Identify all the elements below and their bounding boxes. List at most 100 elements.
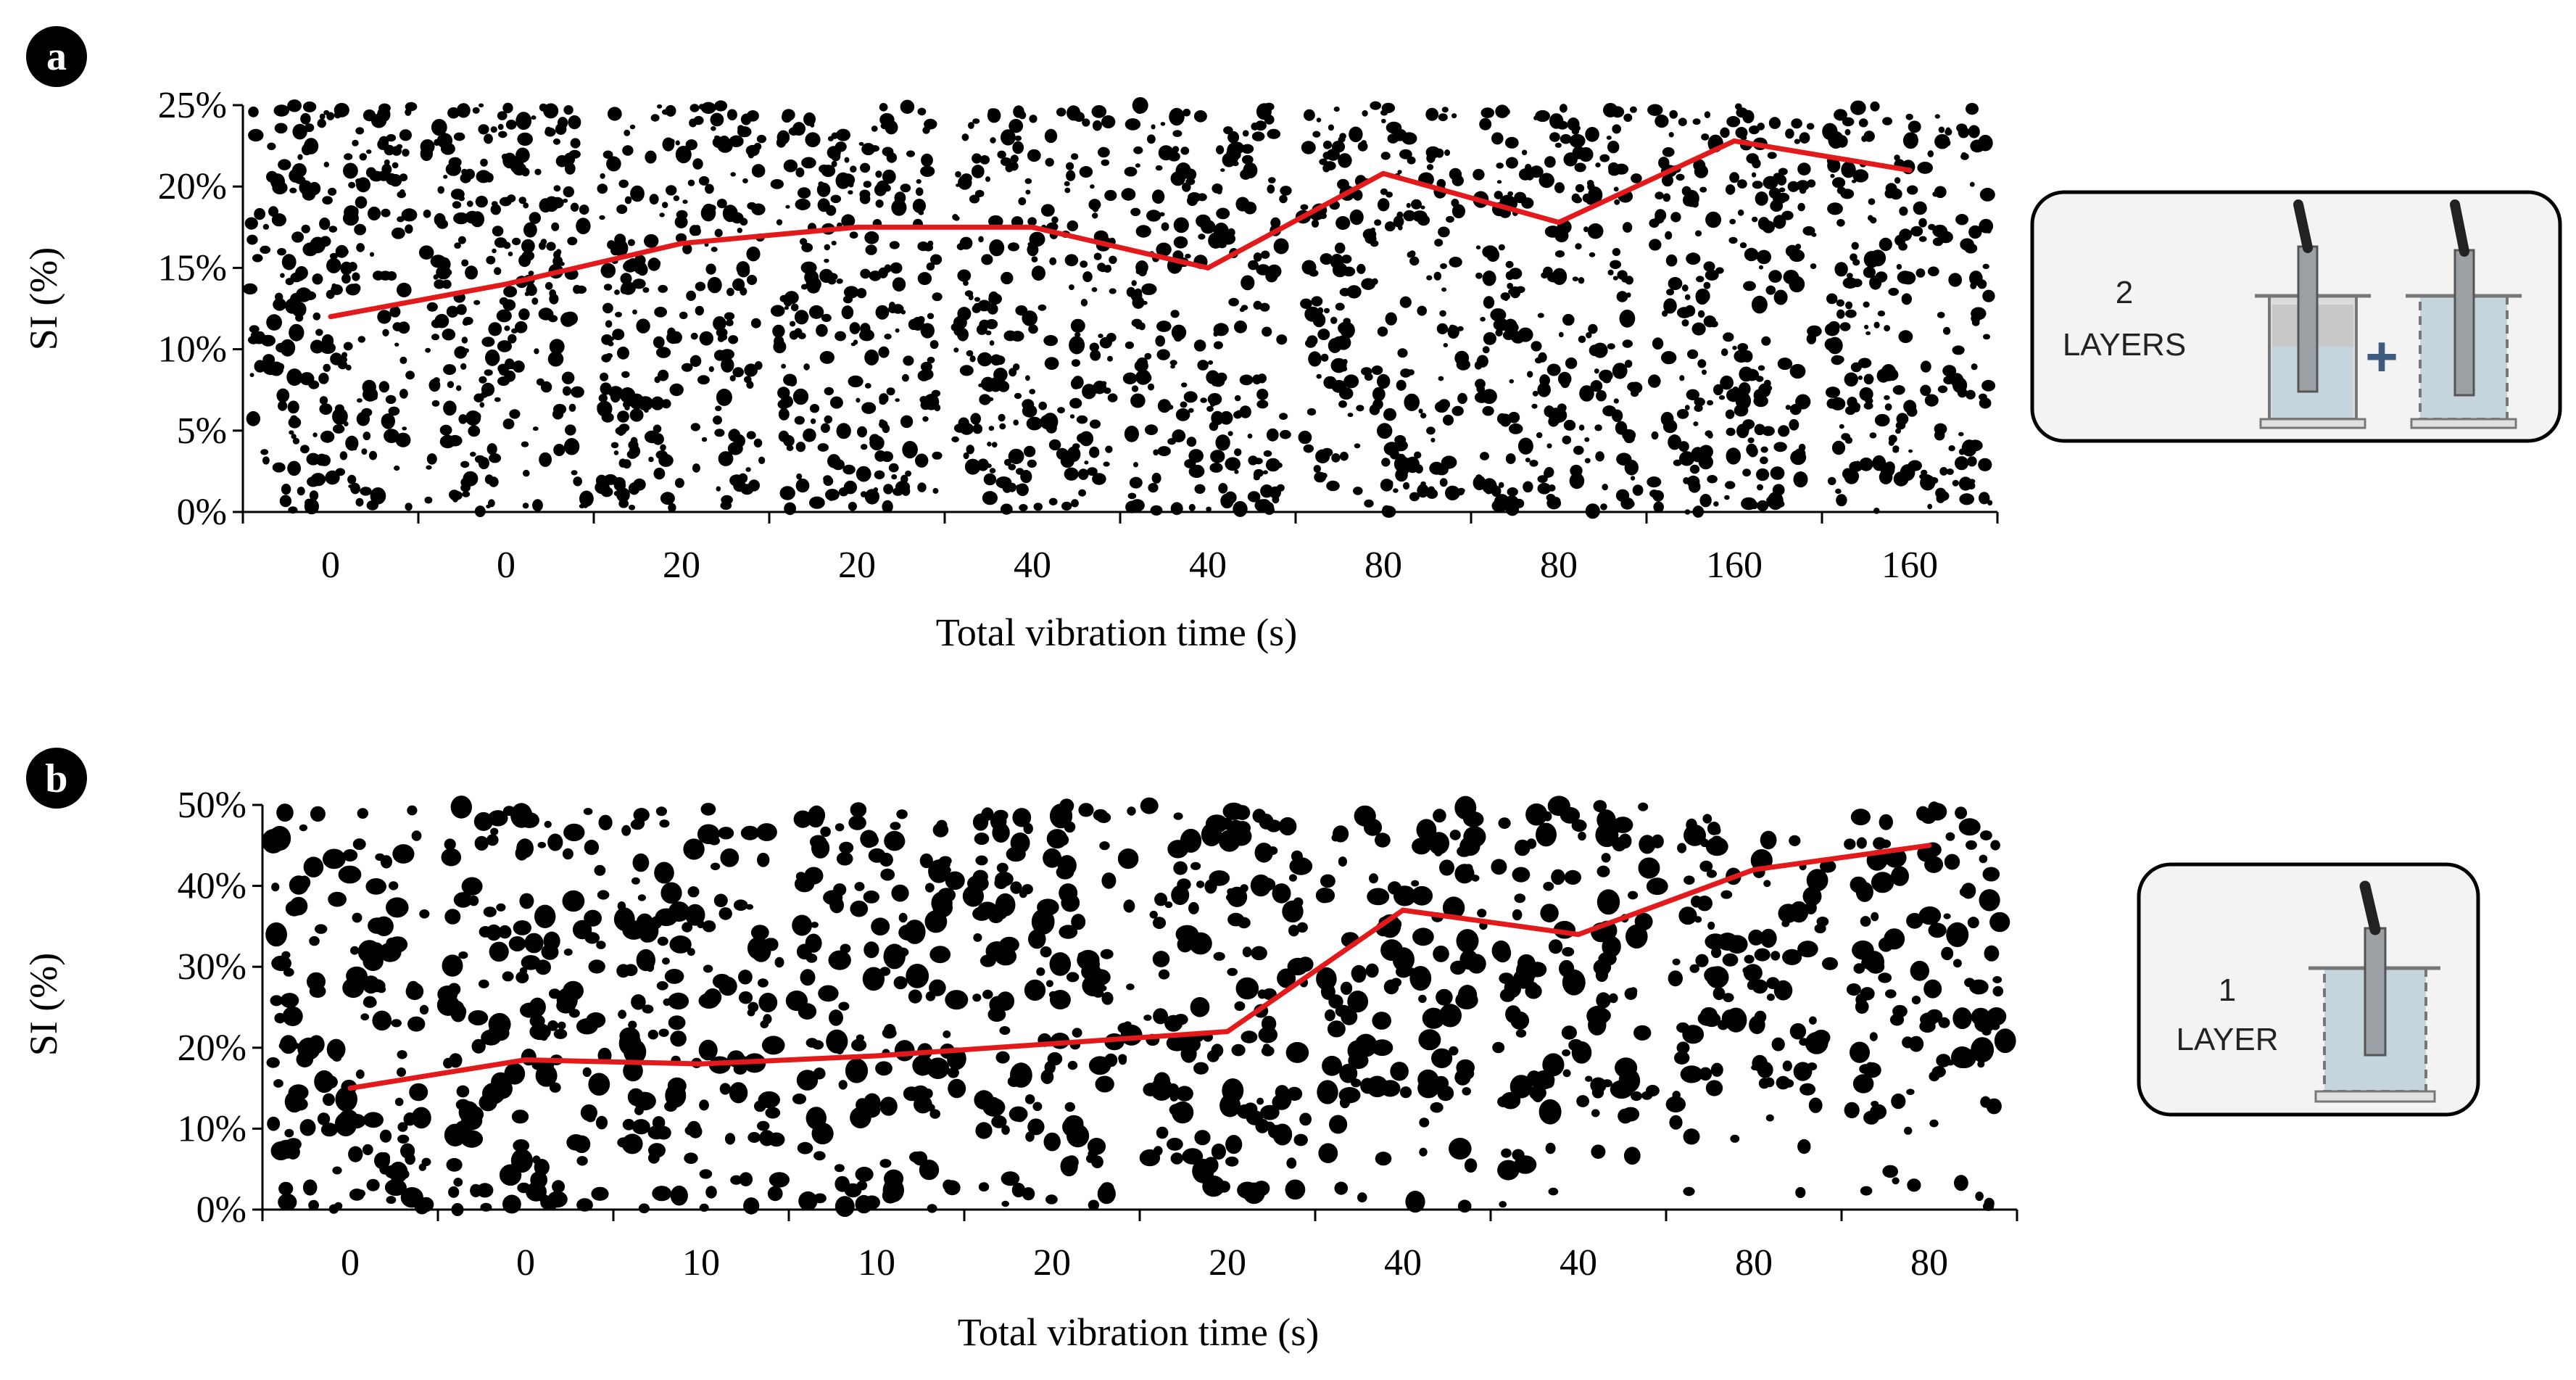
vibrator-container-icon [2406, 199, 2522, 429]
si-data-point [1926, 843, 1932, 848]
x-tick-label: 160 [1706, 545, 1763, 586]
specimen-image [1844, 801, 2016, 1211]
panel-b-y-tick-labels: 0% 10% 20% 30% 40% 50% [178, 785, 247, 1231]
specimen-image [1295, 101, 1471, 518]
si-line [330, 138, 1910, 320]
x-tick-label: 40 [1014, 545, 1051, 586]
si-data-point [679, 241, 684, 247]
x-tick-label: 10 [858, 1242, 895, 1284]
y-tick-label: 15% [158, 247, 227, 289]
panel-b-si-series [347, 843, 1932, 1091]
specimen-image [262, 803, 434, 1215]
y-tick-label: 20% [178, 1028, 247, 1069]
panel-b-badge [26, 748, 87, 809]
x-tick-label: 80 [1735, 1242, 1773, 1284]
specimen-image [436, 796, 613, 1216]
panel-a: a 0%5%10%15%20%25% 0 0 20 20 40 40 80 80 160 160 … [22, 26, 2562, 654]
specimen-image [1121, 96, 1292, 517]
si-data-point [1380, 170, 1386, 176]
specimen-image [418, 102, 594, 518]
specimen-image [1473, 102, 1644, 519]
panel-a-axes [233, 104, 1999, 524]
x-tick-label: 20 [838, 545, 876, 586]
x-tick-label: 0 [321, 545, 340, 586]
si-data-point [1030, 224, 1035, 230]
si-data-point [698, 1061, 704, 1067]
si-data-point [1225, 1029, 1230, 1034]
y-tick-label: 0% [196, 1189, 247, 1231]
x-tick-label: 160 [1881, 545, 1938, 586]
panel-a-badge-label: a [46, 34, 67, 79]
si-data-point [854, 224, 860, 230]
panel-a-legend-number: 2 [2116, 275, 2133, 310]
panel-a-si-series [328, 138, 1913, 320]
panel-b-axes [252, 803, 2018, 1221]
y-tick-label: 5% [177, 410, 227, 452]
y-tick-label: 20% [158, 166, 227, 207]
panel-b-specimen-images [262, 796, 2016, 1218]
panel-b-y-axis-title: SI (%) [22, 953, 65, 1056]
specimen-image [785, 802, 969, 1218]
vibrator-container-icon [2255, 199, 2371, 429]
panel-a-x-axis-title: Total vibration time (s) [936, 611, 1298, 654]
y-tick-label: 0% [177, 492, 227, 533]
specimen-image [1139, 797, 1314, 1210]
y-tick-label: 30% [178, 946, 247, 988]
si-data-point [1400, 907, 1406, 913]
si-data-point [1556, 220, 1562, 226]
panel-a-badge [26, 26, 87, 87]
y-tick-label: 10% [158, 329, 227, 371]
si-data-point [503, 281, 509, 287]
x-tick-label: 40 [1189, 545, 1227, 586]
panel-b: b 0% 10% 20% 30% 40% 50% 0 0 10 10 20 20 40 40 80 80 S… [22, 748, 2480, 1354]
panel-a-y-tick-labels: 0% 5% 10% 15% 20% 25% [158, 85, 227, 533]
x-tick-label: 20 [1033, 1242, 1071, 1284]
specimen-image [1315, 796, 1488, 1213]
specimen-image [770, 99, 943, 516]
x-tick-label: 40 [1384, 1242, 1422, 1284]
si-data-point [1049, 1041, 1055, 1046]
plus-icon: + [2365, 324, 2398, 388]
panel-b-x-axis-title: Total vibration time (s) [958, 1310, 1320, 1354]
x-tick-label: 0 [516, 1242, 535, 1284]
si-data-point [1907, 168, 1913, 173]
si-data-point [1731, 138, 1737, 144]
x-tick-label: 80 [1910, 1242, 1948, 1284]
x-tick-label: 0 [497, 545, 515, 586]
x-tick-label: 20 [663, 545, 700, 586]
specimen-image [595, 100, 766, 513]
panel-b-x-tick-labels: 0 0 10 10 20 20 40 40 80 80 [341, 1242, 1948, 1284]
panel-b-badge-label: b [45, 756, 67, 801]
panel-a-specimen-images [242, 96, 1996, 519]
specimen-image [1647, 103, 1822, 518]
x-tick-label: 80 [1540, 545, 1578, 586]
panel-a-legend-word: LAYERS [2063, 327, 2186, 363]
si-data-point [874, 1053, 879, 1059]
si-data-point [1575, 932, 1581, 938]
si-data-point [1205, 265, 1211, 270]
si-data-point [328, 314, 334, 320]
si-data-point [523, 1057, 529, 1062]
vibrator-container-icon [2308, 880, 2440, 1103]
y-tick-label: 10% [178, 1108, 247, 1149]
specimen-image [613, 803, 790, 1215]
x-tick-label: 40 [1560, 1242, 1597, 1284]
x-tick-label: 10 [682, 1242, 720, 1284]
x-tick-label: 80 [1364, 545, 1402, 586]
panel-a-legend: 2 LAYERS + [2030, 190, 2562, 443]
panel-a-y-axis-title: SI (%) [22, 247, 65, 350]
specimen-image [1665, 805, 1839, 1210]
specimen-image [951, 105, 1118, 515]
panel-b-legend: 1 LAYER [2137, 862, 2480, 1117]
y-tick-label: 25% [158, 85, 227, 126]
x-tick-label: 20 [1209, 1242, 1246, 1284]
y-tick-label: 40% [178, 866, 247, 907]
specimen-image [962, 798, 1143, 1210]
si-data-point [347, 1086, 353, 1091]
specimen-image [1491, 796, 1668, 1210]
panel-b-legend-word: LAYER [2176, 1022, 2278, 1057]
panel-b-legend-number: 1 [2219, 972, 2236, 1008]
si-data-point [1751, 867, 1757, 872]
y-tick-label: 50% [178, 785, 247, 826]
